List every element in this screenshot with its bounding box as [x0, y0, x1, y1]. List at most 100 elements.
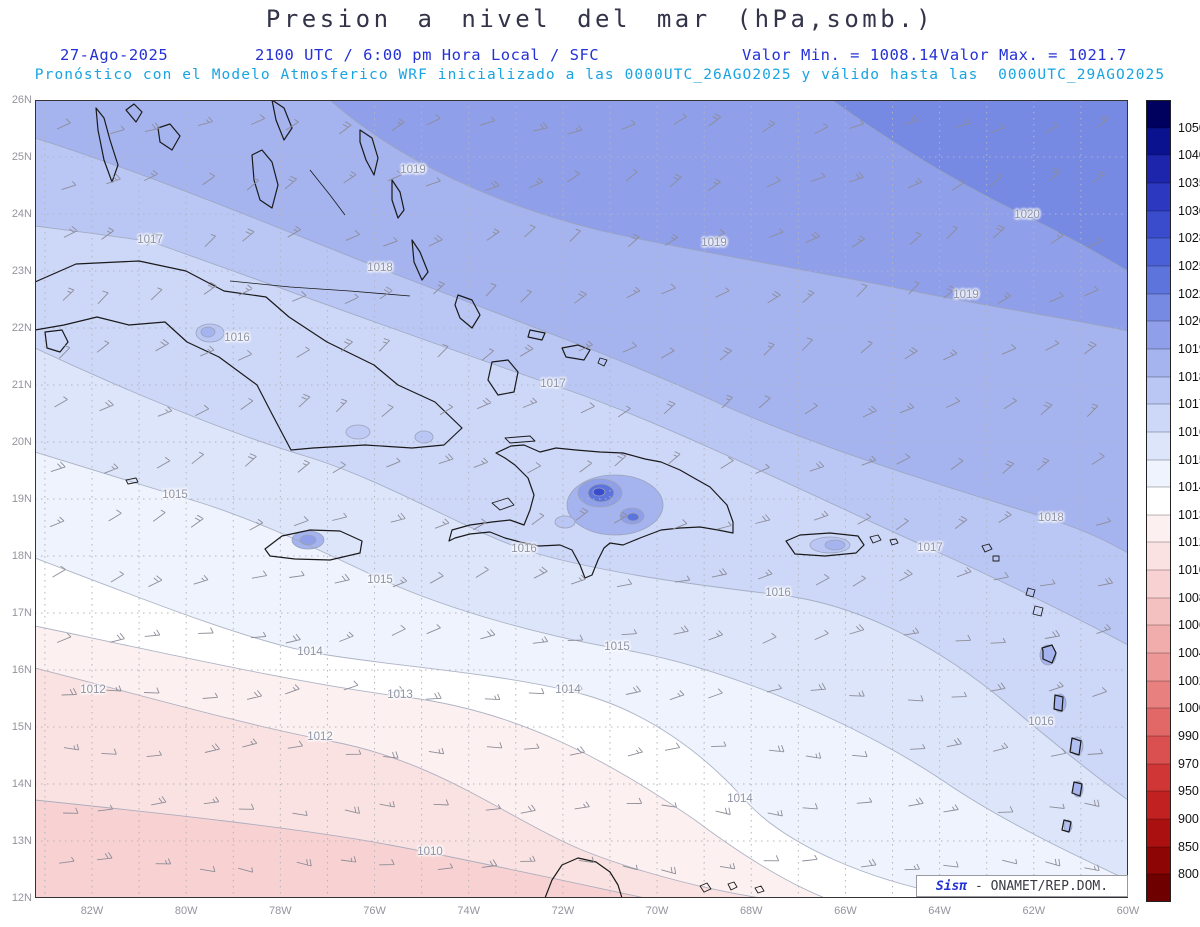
contour-label: 1018 [367, 262, 393, 274]
contour-label: 1018 [1038, 512, 1064, 524]
contour-label: 1016 [224, 332, 250, 344]
lat-label: 24N [11, 208, 32, 220]
colorbar-cell [1146, 625, 1171, 654]
forecast-date: 27-Ago-2025 [60, 46, 169, 64]
colorbar-label: 1015 [1178, 452, 1200, 467]
colorbar-cell [1146, 431, 1171, 460]
colorbar-cell [1146, 404, 1171, 432]
model-info-line: Pronóstico con el Modelo Atmosferico WRF… [34, 67, 1166, 83]
colorbar-cell [1146, 293, 1171, 322]
colorbar-label: 1016 [1178, 424, 1200, 439]
sispi-logo: Sisπ [935, 878, 968, 894]
contour-label: 1010 [417, 846, 443, 858]
lon-label: 70W [645, 905, 669, 917]
colorbar-cell [1146, 791, 1171, 820]
pressure-map-canvas [35, 100, 1128, 898]
lat-label: 13N [11, 835, 32, 847]
colorbar-label: 990 [1178, 729, 1199, 744]
lon-label: 64W [928, 905, 951, 917]
colorbar-cell [1146, 514, 1171, 543]
lon-label: 68W [739, 905, 763, 917]
colorbar-label: 1020 [1178, 314, 1200, 329]
lat-label: 17N [11, 607, 32, 619]
colorbar-cell [1146, 321, 1171, 349]
colorbar-cell [1146, 265, 1171, 294]
colorbar-cell [1146, 487, 1171, 515]
map-frame [35, 100, 1128, 898]
lon-label: 72W [551, 905, 575, 917]
colorbar-cell [1146, 736, 1171, 764]
contour-label: 1014 [727, 793, 753, 805]
colorbar-cell [1146, 238, 1171, 266]
colorbar-label: 1028 [1178, 231, 1200, 246]
contour-label: 1012 [307, 731, 333, 743]
contour-label: 1015 [367, 574, 393, 586]
colorbar-cell [1146, 155, 1171, 183]
contour-label: 1014 [555, 684, 581, 696]
lon-label: 74W [457, 905, 481, 917]
contour-label: 1015 [162, 489, 188, 501]
lat-label: 12N [11, 892, 32, 904]
contour-label: 1015 [604, 641, 630, 653]
value-max: Valor Max. = 1021.7 [940, 46, 1127, 64]
colorbar-cell [1146, 680, 1171, 709]
forecast-time: 2100 UTC / 6:00 pm Hora Local / SFC [255, 46, 600, 64]
lon-label: 80W [174, 905, 198, 917]
colorbar-label: 1040 [1178, 148, 1200, 163]
contour-label: 1017 [917, 542, 943, 554]
map-title: Presion a nivel del mar (hPa,somb.) [265, 5, 935, 33]
colorbar-cell [1146, 127, 1171, 156]
colorbar-label: 1004 [1178, 646, 1200, 661]
contour-label: 1016 [765, 587, 791, 599]
colorbar-label: 1013 [1178, 507, 1200, 522]
colorbar-label: 1030 [1178, 203, 1200, 218]
contour-label: 1012 [80, 684, 106, 696]
colorbar-label: 1010 [1178, 563, 1200, 578]
colorbar-cell [1146, 348, 1171, 377]
lon-label: 82W [80, 905, 104, 917]
colorbar-label: 1000 [1178, 701, 1200, 716]
contour-label: 1014 [297, 646, 323, 658]
colorbar-label: 1014 [1178, 480, 1200, 495]
lat-label: 21N [11, 379, 32, 391]
colorbar-label: 1022 [1178, 286, 1200, 301]
contour-label: 1019 [701, 237, 727, 249]
contour-label: 1019 [953, 289, 979, 301]
colorbar-label: 1035 [1178, 175, 1200, 190]
colorbar-cell [1146, 653, 1171, 681]
lat-label: 19N [11, 493, 32, 505]
lon-label: 66W [834, 905, 857, 917]
colorbar-label: 1025 [1178, 258, 1200, 273]
lat-label: 15N [11, 721, 32, 733]
colorbar-label: 1050 [1178, 120, 1200, 135]
colorbar-label: 1012 [1178, 535, 1200, 550]
colorbar-cell [1146, 459, 1171, 488]
lon-label: 76W [363, 905, 386, 917]
lat-label: 14N [11, 778, 32, 790]
colorbar-label: 970 [1178, 756, 1199, 771]
contour-label: 1017 [540, 378, 566, 390]
lat-label: 23N [11, 265, 32, 277]
contour-label: 1013 [387, 689, 413, 701]
lat-label: 18N [11, 550, 32, 562]
contour-label: 1020 [1014, 209, 1040, 221]
coastlines-layer [35, 100, 1083, 898]
colorbar-label: 1017 [1178, 397, 1200, 412]
value-min: Valor Min. = 1008.14 [742, 46, 939, 64]
contour-lines-layer [35, 100, 1128, 898]
colorbar-cell [1146, 819, 1171, 847]
contour-label: 1016 [511, 543, 537, 555]
lon-label: 62W [1022, 905, 1046, 917]
colorbar-cell [1146, 210, 1171, 239]
attribution-text: - ONAMET/REP.DOM. [967, 878, 1109, 894]
colorbar-cell [1146, 708, 1171, 737]
colorbar-cell [1146, 542, 1171, 571]
lat-label: 25N [11, 151, 32, 163]
colorbar-label: 1008 [1178, 590, 1200, 605]
colorbar-label: 900 [1178, 812, 1199, 827]
colorbar-label: 950 [1178, 784, 1199, 799]
colorbar-cell [1146, 376, 1171, 405]
colorbar-cell [1146, 597, 1171, 626]
colorbar-label: 1002 [1178, 673, 1200, 688]
